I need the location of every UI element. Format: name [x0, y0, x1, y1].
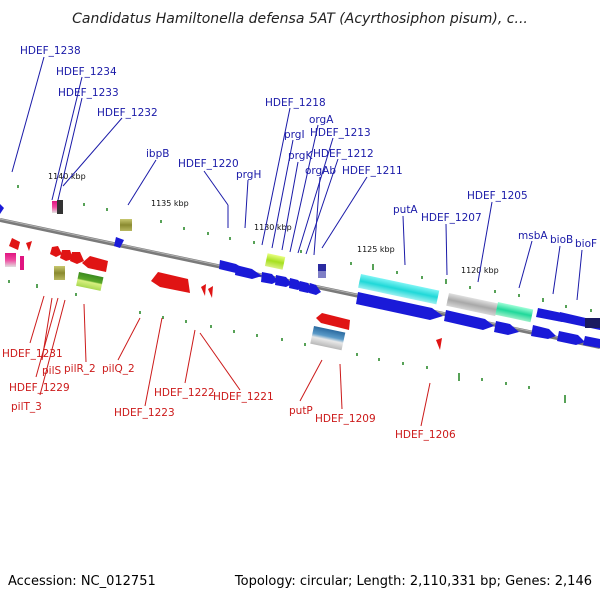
- map-title: Candidatus Hamiltonella defensa 5AT (Acy…: [72, 11, 528, 27]
- gene-label-hdef-1222[interactable]: HDEF_1222: [154, 387, 215, 399]
- gene-label-hdef-1229[interactable]: HDEF_1229: [9, 382, 70, 394]
- gene-label-msba[interactable]: msbA: [518, 230, 548, 242]
- gene-label-pilt-3[interactable]: pilT_3: [11, 401, 42, 413]
- topology-summary: Topology: circular; Length: 2,110,331 bp…: [234, 574, 592, 589]
- gene-label-hdef-1238[interactable]: HDEF_1238: [20, 45, 81, 57]
- gene-label-hdef-1218[interactable]: HDEF_1218: [265, 97, 326, 109]
- reverse-gene-features: [5, 238, 442, 351]
- gene-label-hdef-1211[interactable]: HDEF_1211: [342, 165, 403, 177]
- gene-label-hdef-1233[interactable]: HDEF_1233: [58, 87, 119, 99]
- gene-label-hdef-1205[interactable]: HDEF_1205: [467, 190, 528, 202]
- gene-label-hdef-1206[interactable]: HDEF_1206: [395, 429, 456, 441]
- gene-label-hdef-1220[interactable]: HDEF_1220: [178, 158, 239, 170]
- gene-label-hdef-1212[interactable]: HDEF_1212: [313, 148, 374, 160]
- gene-label-orgab[interactable]: orgAb: [305, 165, 336, 177]
- gene-label-orga[interactable]: orgA: [309, 114, 334, 126]
- gene-label-hdef-1209[interactable]: HDEF_1209: [315, 413, 376, 425]
- gene-label-pilq-2[interactable]: pilQ_2: [102, 363, 135, 375]
- scale-label-1130: 1130 kbp: [254, 223, 292, 232]
- reverse-gene-labels: HDEF_1231 pilS HDEF_1229 pilT_3 pilR_2 p…: [2, 295, 456, 441]
- gene-label-hdef-1234[interactable]: HDEF_1234: [56, 66, 117, 78]
- gene-label-pilr-2[interactable]: pilR_2: [64, 363, 96, 375]
- gene-label-putp[interactable]: putP: [289, 405, 313, 417]
- gene-label-hdef-1232[interactable]: HDEF_1232: [97, 107, 158, 119]
- gene-label-ibpb[interactable]: ibpB: [146, 148, 169, 160]
- gene-label-biob[interactable]: bioB: [550, 234, 573, 246]
- gene-label-hdef-1231[interactable]: HDEF_1231: [2, 348, 63, 360]
- gene-label-hdef-1221[interactable]: HDEF_1221: [213, 391, 274, 403]
- scale-label-1135: 1135 kbp: [151, 199, 189, 208]
- forward-gene-labels: HDEF_1238 HDEF_1234 HDEF_1233 HDEF_1232 …: [11, 45, 597, 301]
- gene-label-hdef-1207[interactable]: HDEF_1207: [421, 212, 482, 224]
- gene-label-puta[interactable]: putA: [393, 204, 418, 216]
- gene-label-prgk[interactable]: prgK: [288, 150, 313, 162]
- gene-label-hdef-1223[interactable]: HDEF_1223: [114, 407, 175, 419]
- gene-label-prgh[interactable]: prgH: [236, 169, 261, 181]
- forward-gene-features: [0, 200, 600, 348]
- scale-label-1125: 1125 kbp: [357, 245, 395, 254]
- gene-label-prgi[interactable]: prgI: [284, 129, 305, 141]
- gene-label-biof[interactable]: bioF: [575, 238, 597, 250]
- accession-text: Accession: NC_012751: [8, 574, 156, 589]
- scale-ticks: [8, 185, 592, 403]
- scale-label-1140: 1140 kbp: [48, 172, 86, 181]
- gene-label-hdef-1213[interactable]: HDEF_1213: [310, 127, 371, 139]
